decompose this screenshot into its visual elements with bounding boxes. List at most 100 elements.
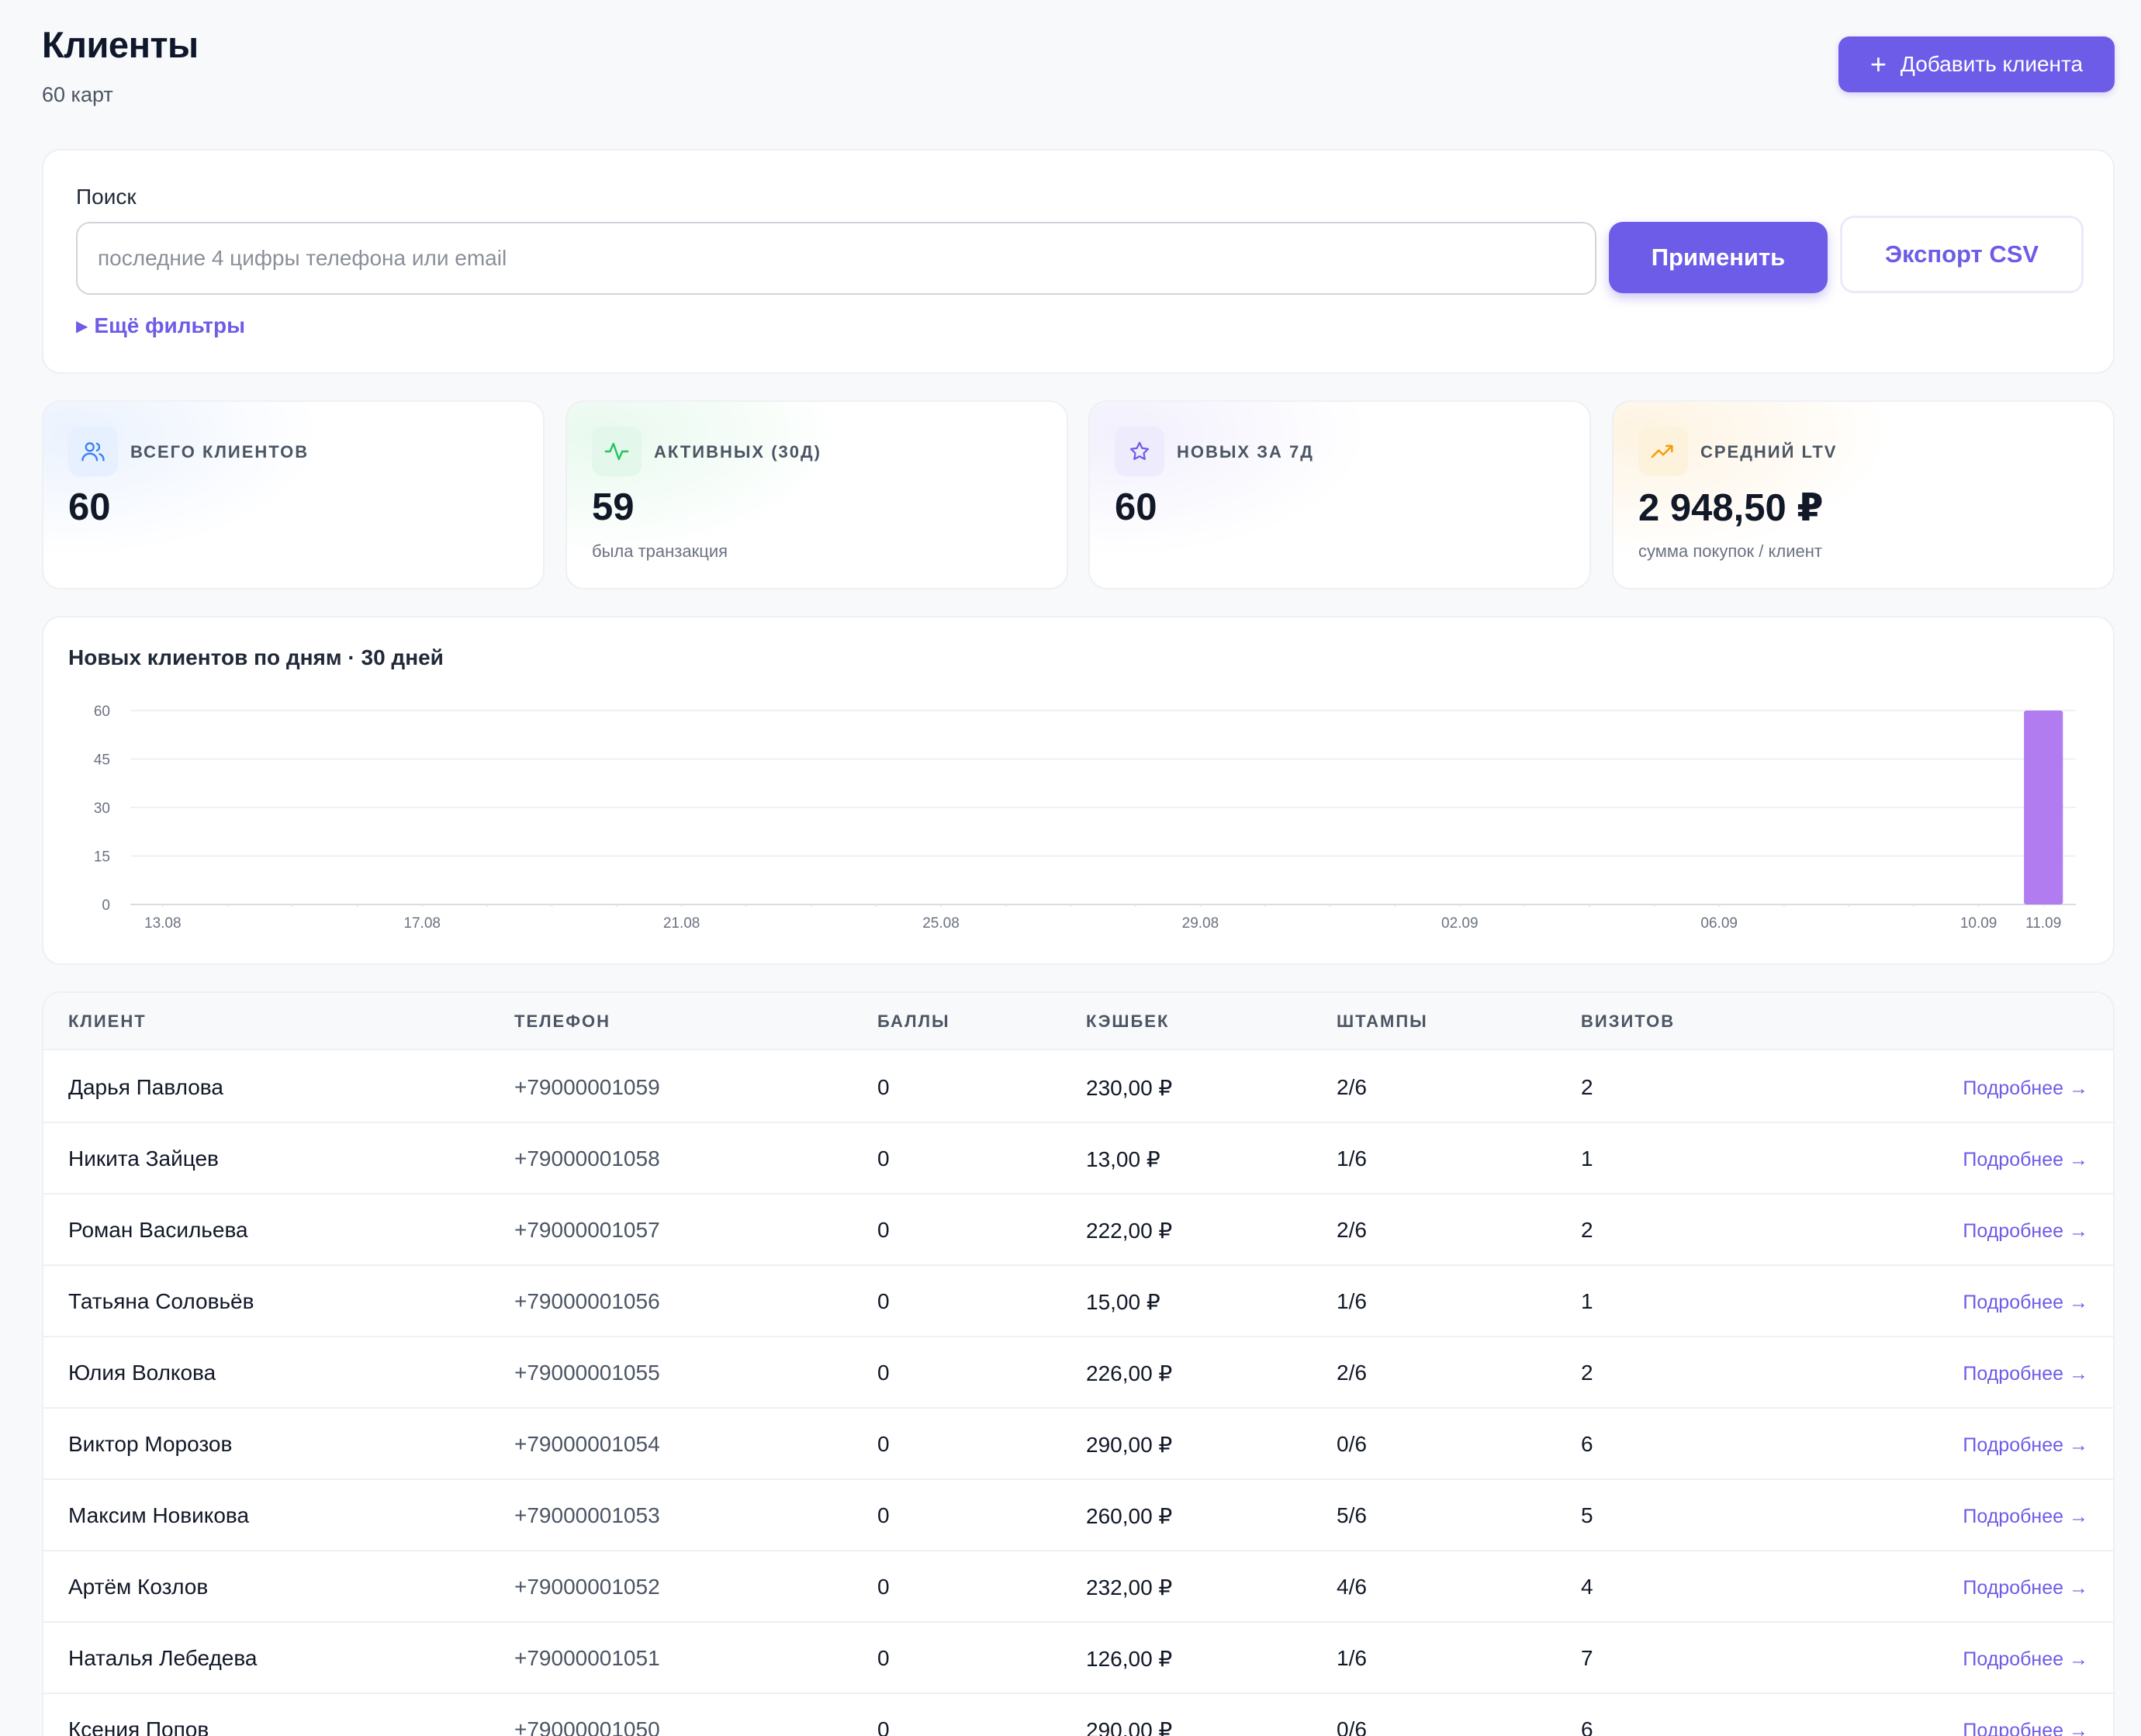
details-link[interactable]: Подробнее → — [1963, 1648, 2088, 1670]
details-link[interactable]: Подробнее → — [1963, 1292, 2088, 1313]
cell-visits: 6 — [1581, 1717, 1593, 1736]
y-tick-label: 0 — [102, 897, 110, 914]
x-tick-label: 06.09 — [1700, 915, 1738, 932]
cell-stamps: 2/6 — [1337, 1361, 1367, 1385]
chart-title: Новых клиентов по дням · 30 дней — [68, 645, 444, 669]
stat-value: 2 948,50 ₽ — [1638, 487, 1824, 529]
more-filters-toggle[interactable]: ▶ Ещё фильтры — [76, 313, 245, 338]
table-row[interactable]: Юлия Волкова +79000001055 0 226,00 ₽ 2/6 2 Под… — [43, 1337, 2113, 1409]
y-tick-label: 30 — [94, 801, 110, 817]
details-link[interactable]: Подробнее → — [1963, 1577, 2088, 1599]
page-subtitle: 60 карт — [42, 83, 113, 106]
stat-sub: была транзакция — [592, 541, 728, 561]
star-icon — [1115, 427, 1164, 476]
column-header: ВИЗИТОВ — [1581, 1012, 1676, 1031]
cell-phone: +79000001055 — [514, 1361, 660, 1385]
cell-points: 0 — [877, 1218, 890, 1242]
apply-button[interactable]: Применить — [1609, 222, 1828, 293]
x-tick-label: 21.08 — [663, 915, 700, 932]
cell-points: 0 — [877, 1146, 890, 1171]
table-row[interactable]: Виктор Морозов +79000001054 0 290,00 ₽ 0/6 6 П… — [43, 1409, 2113, 1480]
details-link[interactable]: Подробнее → — [1963, 1434, 2088, 1456]
x-tick-label: 17.08 — [403, 915, 441, 932]
cell-stamps: 2/6 — [1337, 1218, 1367, 1242]
stat-value: 59 — [592, 486, 635, 528]
plus-icon: + — [1869, 48, 1887, 80]
details-link[interactable]: Подробнее → — [1963, 1363, 2088, 1385]
cell-phone: +79000001059 — [514, 1075, 660, 1099]
table-row[interactable]: Артём Козлов +79000001052 0 232,00 ₽ 4/6 4 Под… — [43, 1551, 2113, 1623]
y-tick-label: 45 — [94, 752, 110, 769]
export-csv-button[interactable]: Экспорт CSV — [1840, 216, 2084, 293]
stat-label: АКТИВНЫХ (30Д) — [654, 442, 822, 462]
more-filters-label: Ещё фильтры — [94, 313, 246, 337]
search-input[interactable] — [76, 222, 1596, 295]
cell-stamps: 4/6 — [1337, 1575, 1367, 1599]
stat-card-total: ВСЕГО КЛИЕНТОВ 60 — [42, 400, 545, 590]
column-header: ТЕЛЕФОН — [514, 1012, 610, 1031]
cell-points: 0 — [877, 1503, 890, 1527]
y-tick-label: 15 — [94, 849, 110, 866]
stat-card-new: НОВЫХ ЗА 7Д 60 — [1088, 400, 1591, 590]
cell-name: Артём Козлов — [68, 1575, 209, 1599]
details-link[interactable]: Подробнее → — [1963, 1720, 2088, 1736]
cell-name: Наталья Лебедева — [68, 1646, 258, 1670]
trending-up-icon — [1638, 427, 1688, 476]
x-tick-label: 25.08 — [922, 915, 960, 932]
cell-stamps: 2/6 — [1337, 1075, 1367, 1099]
cell-cashback: 13,00 ₽ — [1086, 1147, 1160, 1171]
details-link[interactable]: Подробнее → — [1963, 1506, 2088, 1527]
stat-sub: сумма покупок / клиент — [1638, 541, 1822, 561]
cell-name: Виктор Морозов — [68, 1432, 233, 1456]
cell-stamps: 1/6 — [1337, 1646, 1367, 1670]
cell-points: 0 — [877, 1646, 890, 1670]
stat-label: ВСЕГО КЛИЕНТОВ — [130, 442, 310, 462]
cell-visits: 1 — [1581, 1146, 1593, 1171]
x-tick-label: 13.08 — [144, 915, 182, 932]
cell-points: 0 — [877, 1075, 890, 1099]
new-clients-chart: Новых клиентов по дням · 30 дней 0 15 30 45… — [42, 616, 2115, 965]
cell-visits: 4 — [1581, 1575, 1593, 1599]
cell-name: Максим Новикова — [68, 1503, 250, 1527]
clients-table: КЛИЕНТ ТЕЛЕФОН БАЛЛЫ КЭШБЕК ШТАМПЫ ВИЗИТОВ Да… — [42, 991, 2115, 1736]
cell-points: 0 — [877, 1717, 890, 1736]
stat-value: 60 — [68, 486, 111, 528]
table-header: КЛИЕНТ ТЕЛЕФОН БАЛЛЫ КЭШБЕК ШТАМПЫ ВИЗИТОВ — [43, 993, 2113, 1050]
cell-phone: +79000001050 — [514, 1717, 660, 1736]
cell-cashback: 222,00 ₽ — [1086, 1219, 1173, 1243]
table-row[interactable]: Татьяна Соловьёв +79000001056 0 15,00 ₽ 1/6 1… — [43, 1266, 2113, 1337]
cell-phone: +79000001057 — [514, 1218, 660, 1242]
add-client-label: Добавить клиента — [1900, 52, 2084, 76]
y-tick-label: 60 — [94, 704, 110, 720]
table-row[interactable]: Дарья Павлова +79000001059 0 230,00 ₽ 2/6 2 По… — [43, 1052, 2113, 1123]
table-row[interactable]: Никита Зайцев +79000001058 0 13,00 ₽ 1/6 1 Под… — [43, 1123, 2113, 1195]
cell-name: Дарья Павлова — [68, 1075, 223, 1099]
search-label: Поиск — [76, 185, 137, 209]
cell-name: Ксения Попов — [68, 1717, 209, 1736]
cell-visits: 2 — [1581, 1361, 1593, 1385]
add-client-button[interactable]: + Добавить клиента — [1838, 36, 2115, 92]
details-link[interactable]: Подробнее → — [1963, 1077, 2088, 1099]
details-link[interactable]: Подробнее → — [1963, 1149, 2088, 1171]
search-panel: Поиск Применить Экспорт CSV ▶ Ещё фильтр… — [42, 149, 2115, 374]
table-row[interactable]: Ксения Попов +79000001050 0 290,00 ₽ 0/6 6 Под… — [43, 1694, 2113, 1736]
cell-points: 0 — [877, 1575, 890, 1599]
table-row[interactable]: Наталья Лебедева +79000001051 0 126,00 ₽ 1/6… — [43, 1623, 2113, 1694]
cell-phone: +79000001054 — [514, 1432, 660, 1456]
x-tick-label: 29.08 — [1182, 915, 1219, 932]
cell-phone: +79000001052 — [514, 1575, 660, 1599]
details-link[interactable]: Подробнее → — [1963, 1220, 2088, 1242]
cell-cashback: 230,00 ₽ — [1086, 1076, 1173, 1100]
cell-cashback: 260,00 ₽ — [1086, 1504, 1173, 1528]
cell-points: 0 — [877, 1361, 890, 1385]
table-row[interactable]: Максим Новикова +79000001053 0 260,00 ₽ 5/6 5… — [43, 1480, 2113, 1551]
bar[interactable] — [2024, 711, 2063, 904]
cell-visits: 7 — [1581, 1646, 1593, 1670]
page-title: Клиенты — [42, 24, 199, 65]
table-row[interactable]: Роман Васильева +79000001057 0 222,00 ₽ 2/6 2… — [43, 1195, 2113, 1266]
cell-points: 0 — [877, 1289, 890, 1313]
cell-cashback: 226,00 ₽ — [1086, 1361, 1173, 1385]
cell-name: Татьяна Соловьёв — [68, 1289, 254, 1313]
x-tick-label: 11.09 — [2025, 915, 2061, 932]
cell-cashback: 126,00 ₽ — [1086, 1647, 1173, 1671]
